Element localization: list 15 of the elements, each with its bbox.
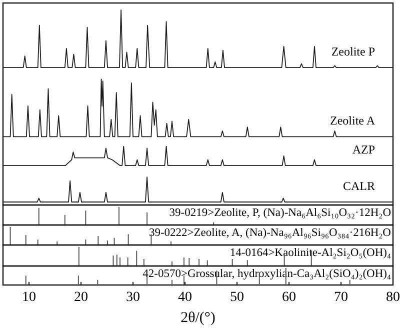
x-axis-title: 2θ/(°) — [180, 310, 216, 326]
x-tick-label: 80 — [386, 290, 400, 305]
series-label: Zeolite A — [330, 114, 376, 128]
x-tick-label: 10 — [22, 290, 36, 305]
x-tick-label: 50 — [230, 290, 244, 305]
series-label: Zeolite P — [331, 44, 376, 59]
x-tick-label: 20 — [74, 290, 88, 305]
series-label: CALR — [342, 179, 375, 193]
chart-title: 39-0219>Zeolite, P, (Na)-Na₆Al₆Si₁₀O₃₂·12H₂O — [169, 207, 391, 219]
x-tick-label: 30 — [126, 290, 140, 305]
x-tick-label: 70 — [334, 290, 348, 305]
x-tick-label: 60 — [282, 290, 296, 305]
chart-title: 39-0222>Zeolite, A, (Na)-Na₉₆Al₉₆Si₉₆O₃₈₄·216H₂O — [148, 227, 391, 239]
x-tick-label: 40 — [178, 290, 192, 305]
series-label: AZP — [352, 142, 376, 157]
